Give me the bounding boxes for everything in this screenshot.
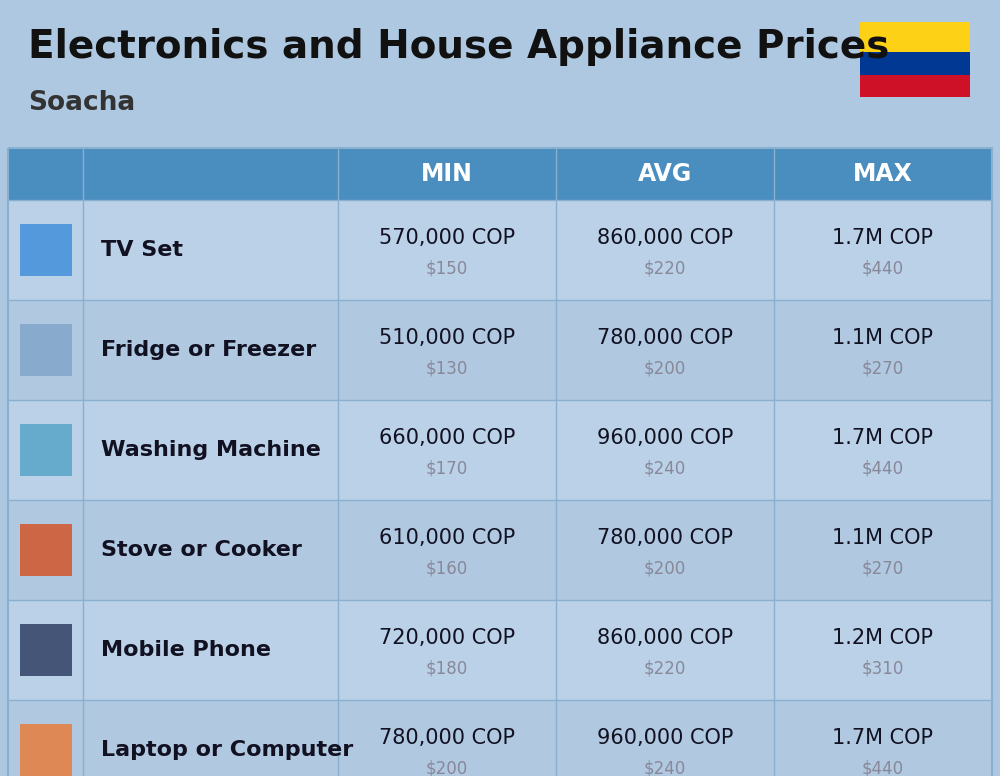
- Bar: [8, 700, 992, 776]
- Text: 780,000 COP: 780,000 COP: [379, 728, 515, 748]
- Text: $240: $240: [644, 459, 686, 477]
- Text: Mobile Phone: Mobile Phone: [101, 640, 271, 660]
- Text: $200: $200: [426, 759, 468, 776]
- Text: $440: $440: [862, 459, 904, 477]
- Text: Washing Machine: Washing Machine: [101, 440, 321, 460]
- Text: $440: $440: [862, 259, 904, 277]
- Text: 720,000 COP: 720,000 COP: [379, 628, 515, 648]
- Text: MIN: MIN: [421, 162, 473, 186]
- Bar: [20, 624, 72, 676]
- Text: $160: $160: [426, 559, 468, 577]
- Bar: [860, 74, 970, 97]
- Bar: [20, 324, 72, 376]
- Text: $440: $440: [862, 759, 904, 776]
- Bar: [8, 600, 992, 700]
- Text: $270: $270: [862, 559, 904, 577]
- Text: $170: $170: [426, 459, 468, 477]
- Bar: [8, 500, 992, 600]
- Text: 780,000 COP: 780,000 COP: [597, 528, 733, 548]
- Text: 960,000 COP: 960,000 COP: [597, 428, 733, 448]
- Text: MAX: MAX: [853, 162, 913, 186]
- Text: Stove or Cooker: Stove or Cooker: [101, 540, 302, 560]
- Bar: [20, 224, 72, 276]
- Text: $310: $310: [862, 659, 904, 677]
- Bar: [8, 200, 992, 300]
- Text: 960,000 COP: 960,000 COP: [597, 728, 733, 748]
- Text: 780,000 COP: 780,000 COP: [597, 328, 733, 348]
- Text: $180: $180: [426, 659, 468, 677]
- Bar: [8, 300, 992, 400]
- Bar: [8, 148, 992, 776]
- Text: Electronics and House Appliance Prices: Electronics and House Appliance Prices: [28, 28, 889, 66]
- Text: TV Set: TV Set: [101, 240, 183, 260]
- Text: 1.7M COP: 1.7M COP: [832, 228, 934, 248]
- Bar: [20, 424, 72, 476]
- Text: $240: $240: [644, 759, 686, 776]
- Text: Laptop or Computer: Laptop or Computer: [101, 740, 353, 760]
- Text: $270: $270: [862, 359, 904, 377]
- Text: 1.2M COP: 1.2M COP: [832, 628, 934, 648]
- Text: $150: $150: [426, 259, 468, 277]
- Text: Soacha: Soacha: [28, 90, 135, 116]
- Text: $220: $220: [644, 259, 686, 277]
- Bar: [20, 524, 72, 576]
- Text: 860,000 COP: 860,000 COP: [597, 628, 733, 648]
- Text: Fridge or Freezer: Fridge or Freezer: [101, 340, 316, 360]
- Text: $220: $220: [644, 659, 686, 677]
- Text: 1.7M COP: 1.7M COP: [832, 428, 934, 448]
- Text: 1.1M COP: 1.1M COP: [832, 328, 934, 348]
- Text: 570,000 COP: 570,000 COP: [379, 228, 515, 248]
- Text: 610,000 COP: 610,000 COP: [379, 528, 515, 548]
- Text: 1.1M COP: 1.1M COP: [832, 528, 934, 548]
- Text: 660,000 COP: 660,000 COP: [379, 428, 515, 448]
- Bar: [8, 148, 992, 200]
- Text: $200: $200: [644, 559, 686, 577]
- Text: $200: $200: [644, 359, 686, 377]
- Text: $130: $130: [426, 359, 468, 377]
- Text: AVG: AVG: [638, 162, 692, 186]
- Text: 1.7M COP: 1.7M COP: [832, 728, 934, 748]
- Bar: [8, 400, 992, 500]
- Text: 510,000 COP: 510,000 COP: [379, 328, 515, 348]
- Bar: [20, 724, 72, 776]
- Bar: [860, 52, 970, 74]
- Bar: [860, 22, 970, 52]
- Text: 860,000 COP: 860,000 COP: [597, 228, 733, 248]
